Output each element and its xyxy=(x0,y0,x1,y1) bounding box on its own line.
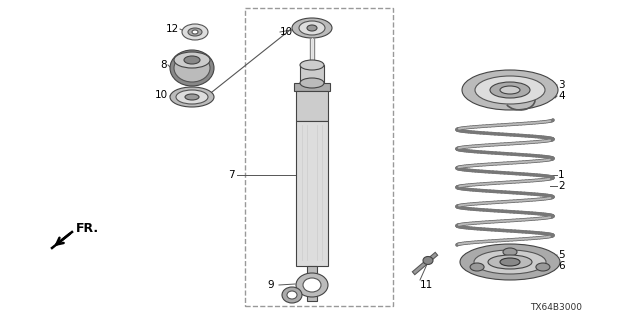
Ellipse shape xyxy=(303,278,321,292)
Bar xyxy=(294,83,330,91)
Ellipse shape xyxy=(185,94,199,100)
Ellipse shape xyxy=(192,30,198,34)
Ellipse shape xyxy=(307,25,317,31)
Ellipse shape xyxy=(296,273,328,297)
Ellipse shape xyxy=(176,90,208,104)
Ellipse shape xyxy=(423,257,433,265)
Text: 9: 9 xyxy=(267,280,274,290)
Ellipse shape xyxy=(292,18,332,38)
Text: 7: 7 xyxy=(228,170,235,180)
Ellipse shape xyxy=(170,87,214,107)
Ellipse shape xyxy=(500,86,520,94)
Text: 2: 2 xyxy=(558,181,564,191)
Ellipse shape xyxy=(462,70,558,110)
Ellipse shape xyxy=(470,263,484,271)
Text: 8: 8 xyxy=(160,60,166,70)
Ellipse shape xyxy=(170,50,214,86)
Bar xyxy=(307,266,317,301)
Text: 6: 6 xyxy=(558,261,564,271)
Ellipse shape xyxy=(536,263,550,271)
Ellipse shape xyxy=(299,21,325,35)
Bar xyxy=(296,91,328,121)
Ellipse shape xyxy=(490,82,530,98)
Text: 12: 12 xyxy=(166,24,179,34)
Ellipse shape xyxy=(503,248,517,256)
Ellipse shape xyxy=(475,76,545,104)
Bar xyxy=(296,121,328,266)
Text: FR.: FR. xyxy=(76,221,99,235)
Ellipse shape xyxy=(184,56,200,64)
Ellipse shape xyxy=(500,258,520,266)
Text: 1: 1 xyxy=(558,170,564,180)
Text: TX64B3000: TX64B3000 xyxy=(530,303,582,313)
Ellipse shape xyxy=(287,291,297,299)
Bar xyxy=(245,8,393,306)
Ellipse shape xyxy=(474,250,546,274)
Ellipse shape xyxy=(188,28,202,36)
Text: 5: 5 xyxy=(558,250,564,260)
Ellipse shape xyxy=(300,60,324,70)
Text: 11: 11 xyxy=(420,280,433,290)
Ellipse shape xyxy=(460,244,560,280)
Ellipse shape xyxy=(488,255,532,269)
Ellipse shape xyxy=(300,78,324,88)
Text: 3: 3 xyxy=(558,80,564,90)
Ellipse shape xyxy=(182,24,208,40)
Text: 10: 10 xyxy=(155,90,168,100)
Bar xyxy=(300,65,324,83)
Ellipse shape xyxy=(174,54,210,82)
Ellipse shape xyxy=(174,52,210,68)
Text: 10: 10 xyxy=(280,27,293,37)
Ellipse shape xyxy=(282,287,302,303)
Text: 4: 4 xyxy=(558,91,564,101)
